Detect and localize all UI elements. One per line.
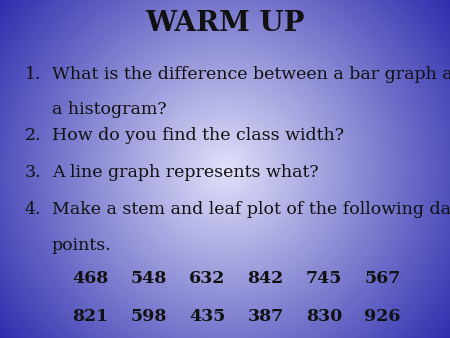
Text: 745: 745 — [306, 270, 342, 287]
Text: 842: 842 — [248, 270, 284, 287]
Text: 567: 567 — [364, 270, 400, 287]
Text: 926: 926 — [364, 308, 400, 324]
Text: 821: 821 — [72, 308, 108, 324]
Text: What is the difference between a bar graph and: What is the difference between a bar gra… — [52, 66, 450, 83]
Text: 598: 598 — [130, 308, 166, 324]
Text: WARM UP: WARM UP — [145, 10, 305, 37]
Text: points.: points. — [52, 237, 112, 254]
Text: 1.: 1. — [25, 66, 41, 83]
Text: 548: 548 — [130, 270, 166, 287]
Text: 468: 468 — [72, 270, 108, 287]
Text: How do you find the class width?: How do you find the class width? — [52, 127, 344, 144]
Text: 830: 830 — [306, 308, 342, 324]
Text: A line graph represents what?: A line graph represents what? — [52, 164, 319, 181]
Text: Make a stem and leaf plot of the following data: Make a stem and leaf plot of the followi… — [52, 201, 450, 218]
Text: 4.: 4. — [25, 201, 41, 218]
Text: 387: 387 — [248, 308, 284, 324]
Text: 435: 435 — [189, 308, 225, 324]
Text: 3.: 3. — [25, 164, 41, 181]
Text: 2.: 2. — [25, 127, 41, 144]
Text: a histogram?: a histogram? — [52, 101, 166, 118]
Text: 632: 632 — [189, 270, 225, 287]
